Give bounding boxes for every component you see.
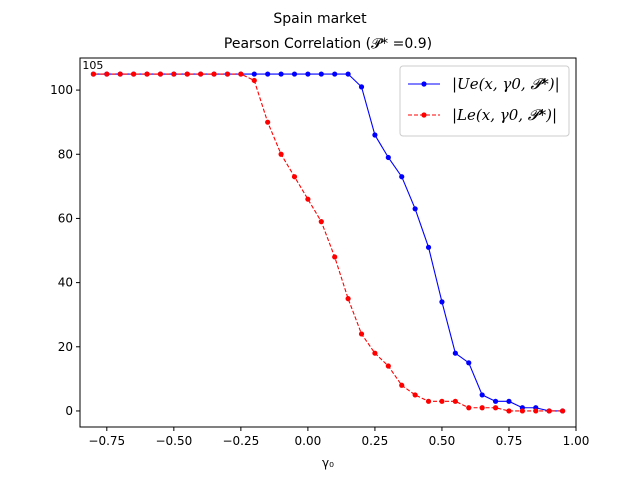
x-tick-label: −0.75 <box>88 434 125 448</box>
series-2-point <box>452 398 458 404</box>
series-1-point <box>466 360 472 366</box>
series-1-point <box>332 71 338 77</box>
series-1-point <box>399 174 405 180</box>
x-tick-label: −0.25 <box>222 434 259 448</box>
y-tick-label: 0 <box>65 404 73 418</box>
series-2-point <box>90 71 97 77</box>
series-1-point <box>506 398 512 404</box>
series-2-point <box>345 296 351 302</box>
series-2-point <box>358 331 365 337</box>
series-2-point <box>519 408 525 414</box>
peak-annotation: 105 <box>82 59 103 72</box>
series-2-point <box>425 398 432 404</box>
legend: |Ue(x, γ0, 𝓟*)| |Le(x, γ0, 𝓟*)| <box>399 65 570 137</box>
y-tick-label: 80 <box>58 147 73 161</box>
series-2-point <box>559 408 566 414</box>
x-tick-label: 0.00 <box>295 434 322 448</box>
series-2-point <box>466 405 472 411</box>
chart-title: Spain market <box>273 11 367 27</box>
legend-label-1: |Ue(x, γ0, 𝓟*)| <box>452 75 560 93</box>
series-1-point <box>345 71 351 77</box>
series-2-point <box>412 392 418 398</box>
series-2-point <box>372 350 378 356</box>
y-axis-ticks: 0 20 40 60 80 100 <box>50 83 80 418</box>
x-axis-label: γ₀ <box>322 456 334 470</box>
series-2-point <box>318 219 324 225</box>
series-2-point <box>238 71 244 77</box>
series-2-point <box>211 71 217 77</box>
series-1-point <box>305 71 311 77</box>
series-2-point <box>492 405 499 411</box>
series-2-point <box>104 71 110 77</box>
y-tick-label: 60 <box>58 211 73 225</box>
x-tick-label: −0.50 <box>155 434 192 448</box>
y-tick-label: 20 <box>58 340 73 354</box>
plot-area <box>90 71 566 414</box>
series-1-point <box>318 71 324 77</box>
legend-marker-2 <box>421 112 427 118</box>
series-1-point <box>439 299 445 305</box>
series-2-point <box>224 71 231 77</box>
series-2-point <box>385 363 391 369</box>
series-2-point <box>144 71 150 77</box>
series-2-point <box>506 408 512 414</box>
series-2-point <box>265 119 271 125</box>
series-2-point <box>291 174 298 180</box>
series-1-point <box>479 392 485 398</box>
series-2-point <box>131 71 137 77</box>
x-tick-label: 1.00 <box>563 434 590 448</box>
x-tick-label: 0.25 <box>362 434 389 448</box>
series-1-point <box>358 84 365 90</box>
series-2-point <box>439 398 445 404</box>
series-2-point <box>117 71 123 77</box>
series-1-point <box>291 71 298 77</box>
series-2-point <box>533 408 539 414</box>
x-tick-label: 0.50 <box>429 434 456 448</box>
series-2-point <box>198 71 204 77</box>
series-2-point <box>399 382 405 388</box>
series-2-point <box>479 405 485 411</box>
series-1-point <box>372 132 378 138</box>
series-1-point <box>412 206 418 212</box>
y-tick-label: 40 <box>58 276 73 290</box>
series-2-point <box>305 196 311 202</box>
chart-subtitle: Pearson Correlation (𝓟* =0.9) <box>224 36 432 52</box>
legend-box <box>399 65 570 137</box>
series-1-point <box>278 71 284 77</box>
x-axis-ticks: −0.75 −0.50 −0.25 0.00 0.25 0.50 0.75 1.00 <box>88 427 589 448</box>
series-2-point <box>157 71 164 77</box>
legend-marker-1 <box>421 81 427 87</box>
series-2-point <box>332 254 338 260</box>
series-2-point <box>171 71 177 77</box>
series-2-point <box>278 151 284 157</box>
series-2-point <box>251 77 257 84</box>
series-1-point <box>492 398 499 404</box>
series-1-point <box>385 154 391 161</box>
series-1-point <box>251 71 257 77</box>
y-tick-label: 100 <box>50 83 73 97</box>
axes-frame <box>79 57 577 428</box>
series-2-point <box>184 71 190 77</box>
series-1-point <box>452 350 458 356</box>
x-tick-label: 0.75 <box>496 434 523 448</box>
series-2-point <box>546 408 552 414</box>
series-1-point <box>425 244 432 250</box>
legend-label-2: |Le(x, γ0, 𝓟*)| <box>452 106 557 124</box>
series-1-point <box>265 71 271 77</box>
